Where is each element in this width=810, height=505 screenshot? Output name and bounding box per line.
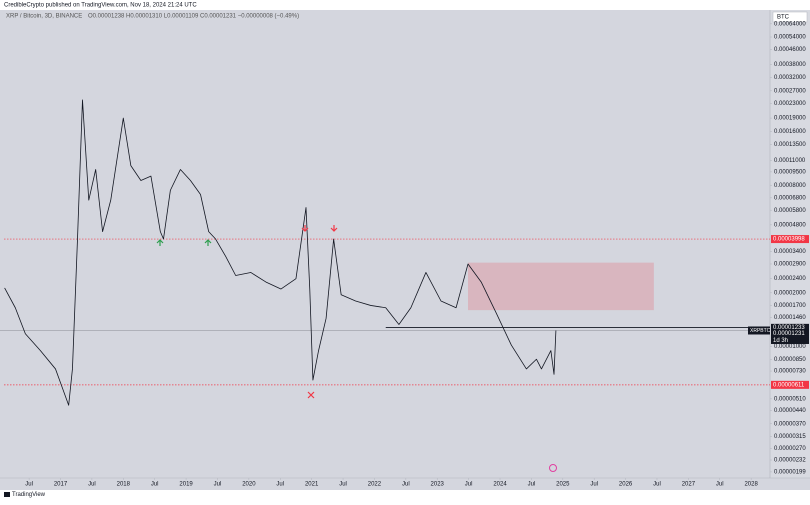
y-tick-label: 0.00000232 xyxy=(774,458,806,464)
y-tick-label: 0.00000199 xyxy=(774,469,806,475)
x-tick-label: 2025 xyxy=(556,482,570,488)
annotations xyxy=(156,225,557,472)
y-tick-label: 0.00008000 xyxy=(774,183,806,189)
y-tick-label: 0.00001460 xyxy=(774,315,806,321)
price-line xyxy=(4,99,557,406)
y-tick-label: 0.00000370 xyxy=(774,421,806,427)
level-tag xyxy=(771,380,809,389)
y-tick-label: 0.00046000 xyxy=(774,47,806,53)
y-tick-label: 0.00003400 xyxy=(774,249,806,255)
currency-box[interactable] xyxy=(772,11,808,23)
y-tick-label: 0.00027000 xyxy=(774,88,806,94)
x-tick-label: Jul xyxy=(276,482,284,488)
level-label: 0.00003998 xyxy=(773,237,805,243)
x-tick-label: Jul xyxy=(214,482,222,488)
price-tag xyxy=(771,323,809,331)
x-tick-label: Jul xyxy=(716,482,724,488)
x-tick-label: Jul xyxy=(339,482,347,488)
y-tick-label: 0.00001000 xyxy=(774,344,806,350)
target-zone xyxy=(467,262,654,311)
level-label: 0.00000611 xyxy=(773,382,805,388)
logo xyxy=(4,492,10,497)
footer-brand: TradingView xyxy=(12,492,46,498)
y-tick-label: 0.00000730 xyxy=(774,369,806,375)
y-tick-label: 0.00000440 xyxy=(774,408,806,414)
price-tag xyxy=(771,329,809,337)
y-tick-label: 0.00009500 xyxy=(774,169,806,175)
down-arrow xyxy=(301,225,309,232)
x-tick-label: Jul xyxy=(528,482,536,488)
event-icon xyxy=(549,464,557,472)
countdown-tag xyxy=(771,336,809,344)
y-tick-label: 0.00054000 xyxy=(774,35,806,41)
down-arrow xyxy=(330,225,338,232)
y-tick-label: 0.00004800 xyxy=(774,222,806,228)
x-tick-label: Jul xyxy=(88,482,96,488)
price-tag-label: 0.00001233 xyxy=(773,325,805,331)
y-tick-label: 0.00002000 xyxy=(774,290,806,296)
ohlc-line: O0.00001238 H0.00001310 L0.00001109 C0.0… xyxy=(88,14,299,20)
y-tick-label: 0.00019000 xyxy=(774,116,806,122)
y-tick-label: 0.00005800 xyxy=(774,208,806,214)
y-tick-label: 0.00001700 xyxy=(774,303,806,309)
publisher: CredibleCrypto published on TradingView.… xyxy=(4,3,197,9)
plot-background xyxy=(0,10,810,490)
price-tag-label: 0.00001231 xyxy=(773,331,805,337)
y-tick-label: 0.00064000 xyxy=(774,21,806,27)
x-tick-label: 2019 xyxy=(179,482,193,488)
x-tick-label: 2027 xyxy=(682,482,696,488)
countdown: 1d 3h xyxy=(773,338,788,344)
symbol-label: XRPBTC xyxy=(750,328,771,334)
y-tick-label: 0.00000510 xyxy=(774,396,806,402)
footer-strip xyxy=(0,490,810,500)
x-tick-label: Jul xyxy=(653,482,661,488)
up-arrow xyxy=(156,239,164,246)
symbol-tag xyxy=(748,326,770,335)
x-tick-label: Jul xyxy=(25,482,33,488)
cross-mark xyxy=(307,391,315,399)
x-tick-label: Jul xyxy=(402,482,410,488)
price-axis-background xyxy=(770,10,810,478)
x-tick-label: 2024 xyxy=(493,482,507,488)
up-arrow xyxy=(204,239,212,246)
symbol-line: XRP / Bitcoin, 3D, BINANCE xyxy=(6,14,82,20)
y-tick-label: 0.00002400 xyxy=(774,276,806,282)
y-tick-label: 0.00011000 xyxy=(774,158,806,164)
x-tick-label: 2021 xyxy=(305,482,319,488)
x-tick-label: 2028 xyxy=(744,482,758,488)
y-tick-label: 0.00000315 xyxy=(774,434,806,440)
y-tick-label: 0.00006800 xyxy=(774,195,806,201)
x-tick-label: 2017 xyxy=(54,482,68,488)
x-tick-label: Jul xyxy=(151,482,159,488)
x-tick-label: 2026 xyxy=(619,482,633,488)
y-tick-label: 0.00032000 xyxy=(774,75,806,81)
y-tick-label: 0.00023000 xyxy=(774,101,806,107)
x-tick-label: 2018 xyxy=(117,482,131,488)
x-tick-label: Jul xyxy=(590,482,598,488)
x-tick-label: Jul xyxy=(465,482,473,488)
currency: BTC xyxy=(777,15,790,21)
y-tick-label: 0.00000850 xyxy=(774,357,806,363)
x-tick-label: 2020 xyxy=(242,482,256,488)
x-tick-label: 2022 xyxy=(368,482,382,488)
y-tick-label: 0.00038000 xyxy=(774,62,806,68)
y-tick-label: 0.00013500 xyxy=(774,142,806,148)
marks: 0.00064000 0.00054000 0.00046000 0.00038000… xyxy=(0,21,809,488)
y-tick-label: 0.00000270 xyxy=(774,446,806,452)
y-tick-label: 0.00016000 xyxy=(774,129,806,135)
y-tick-label: 0.00002900 xyxy=(774,262,806,268)
x-tick-label: 2023 xyxy=(431,482,445,488)
level-tag xyxy=(771,235,809,244)
